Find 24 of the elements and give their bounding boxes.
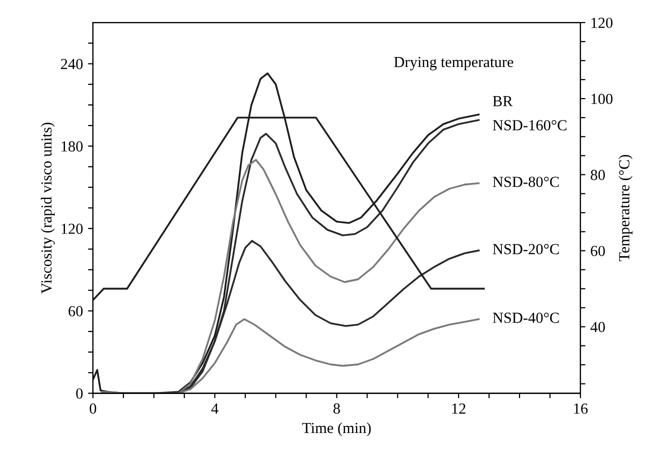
series-label: NSD-160°C xyxy=(492,120,566,130)
x-tick-label: 16 xyxy=(574,403,588,414)
y2-tick-label: 100 xyxy=(592,94,613,104)
x-axis-title: Time (min) xyxy=(302,422,371,436)
y-axis-title: Viscosity (rapid visco units) xyxy=(40,122,55,294)
y2-tick-label: 120 xyxy=(592,18,613,28)
y-tick-label: 60 xyxy=(68,306,83,316)
y-tick-label: 240 xyxy=(60,58,83,70)
series-label: BR xyxy=(492,96,513,106)
y2-tick-label: 40 xyxy=(590,322,605,332)
y-tick-label: 180 xyxy=(62,141,83,152)
x-tick-label: 8 xyxy=(333,403,340,414)
x-tick-label: 12 xyxy=(452,403,466,414)
y2-tick-label: 80 xyxy=(590,170,605,180)
y2-axis-title: Temperature (°C) xyxy=(618,154,632,262)
x-tick-label: 0 xyxy=(90,403,96,414)
series-label: NSD-80°C xyxy=(492,176,559,188)
y-tick-label: 0 xyxy=(76,388,83,399)
y2-tick-label: 60 xyxy=(590,246,605,256)
x-tick-label: 4 xyxy=(211,404,218,414)
series-label: NSD-20°C xyxy=(492,244,559,254)
y-tick-label: 120 xyxy=(62,224,83,234)
series-label: NSD-40°C xyxy=(492,312,559,323)
legend-title: Drying temperature xyxy=(394,56,514,70)
